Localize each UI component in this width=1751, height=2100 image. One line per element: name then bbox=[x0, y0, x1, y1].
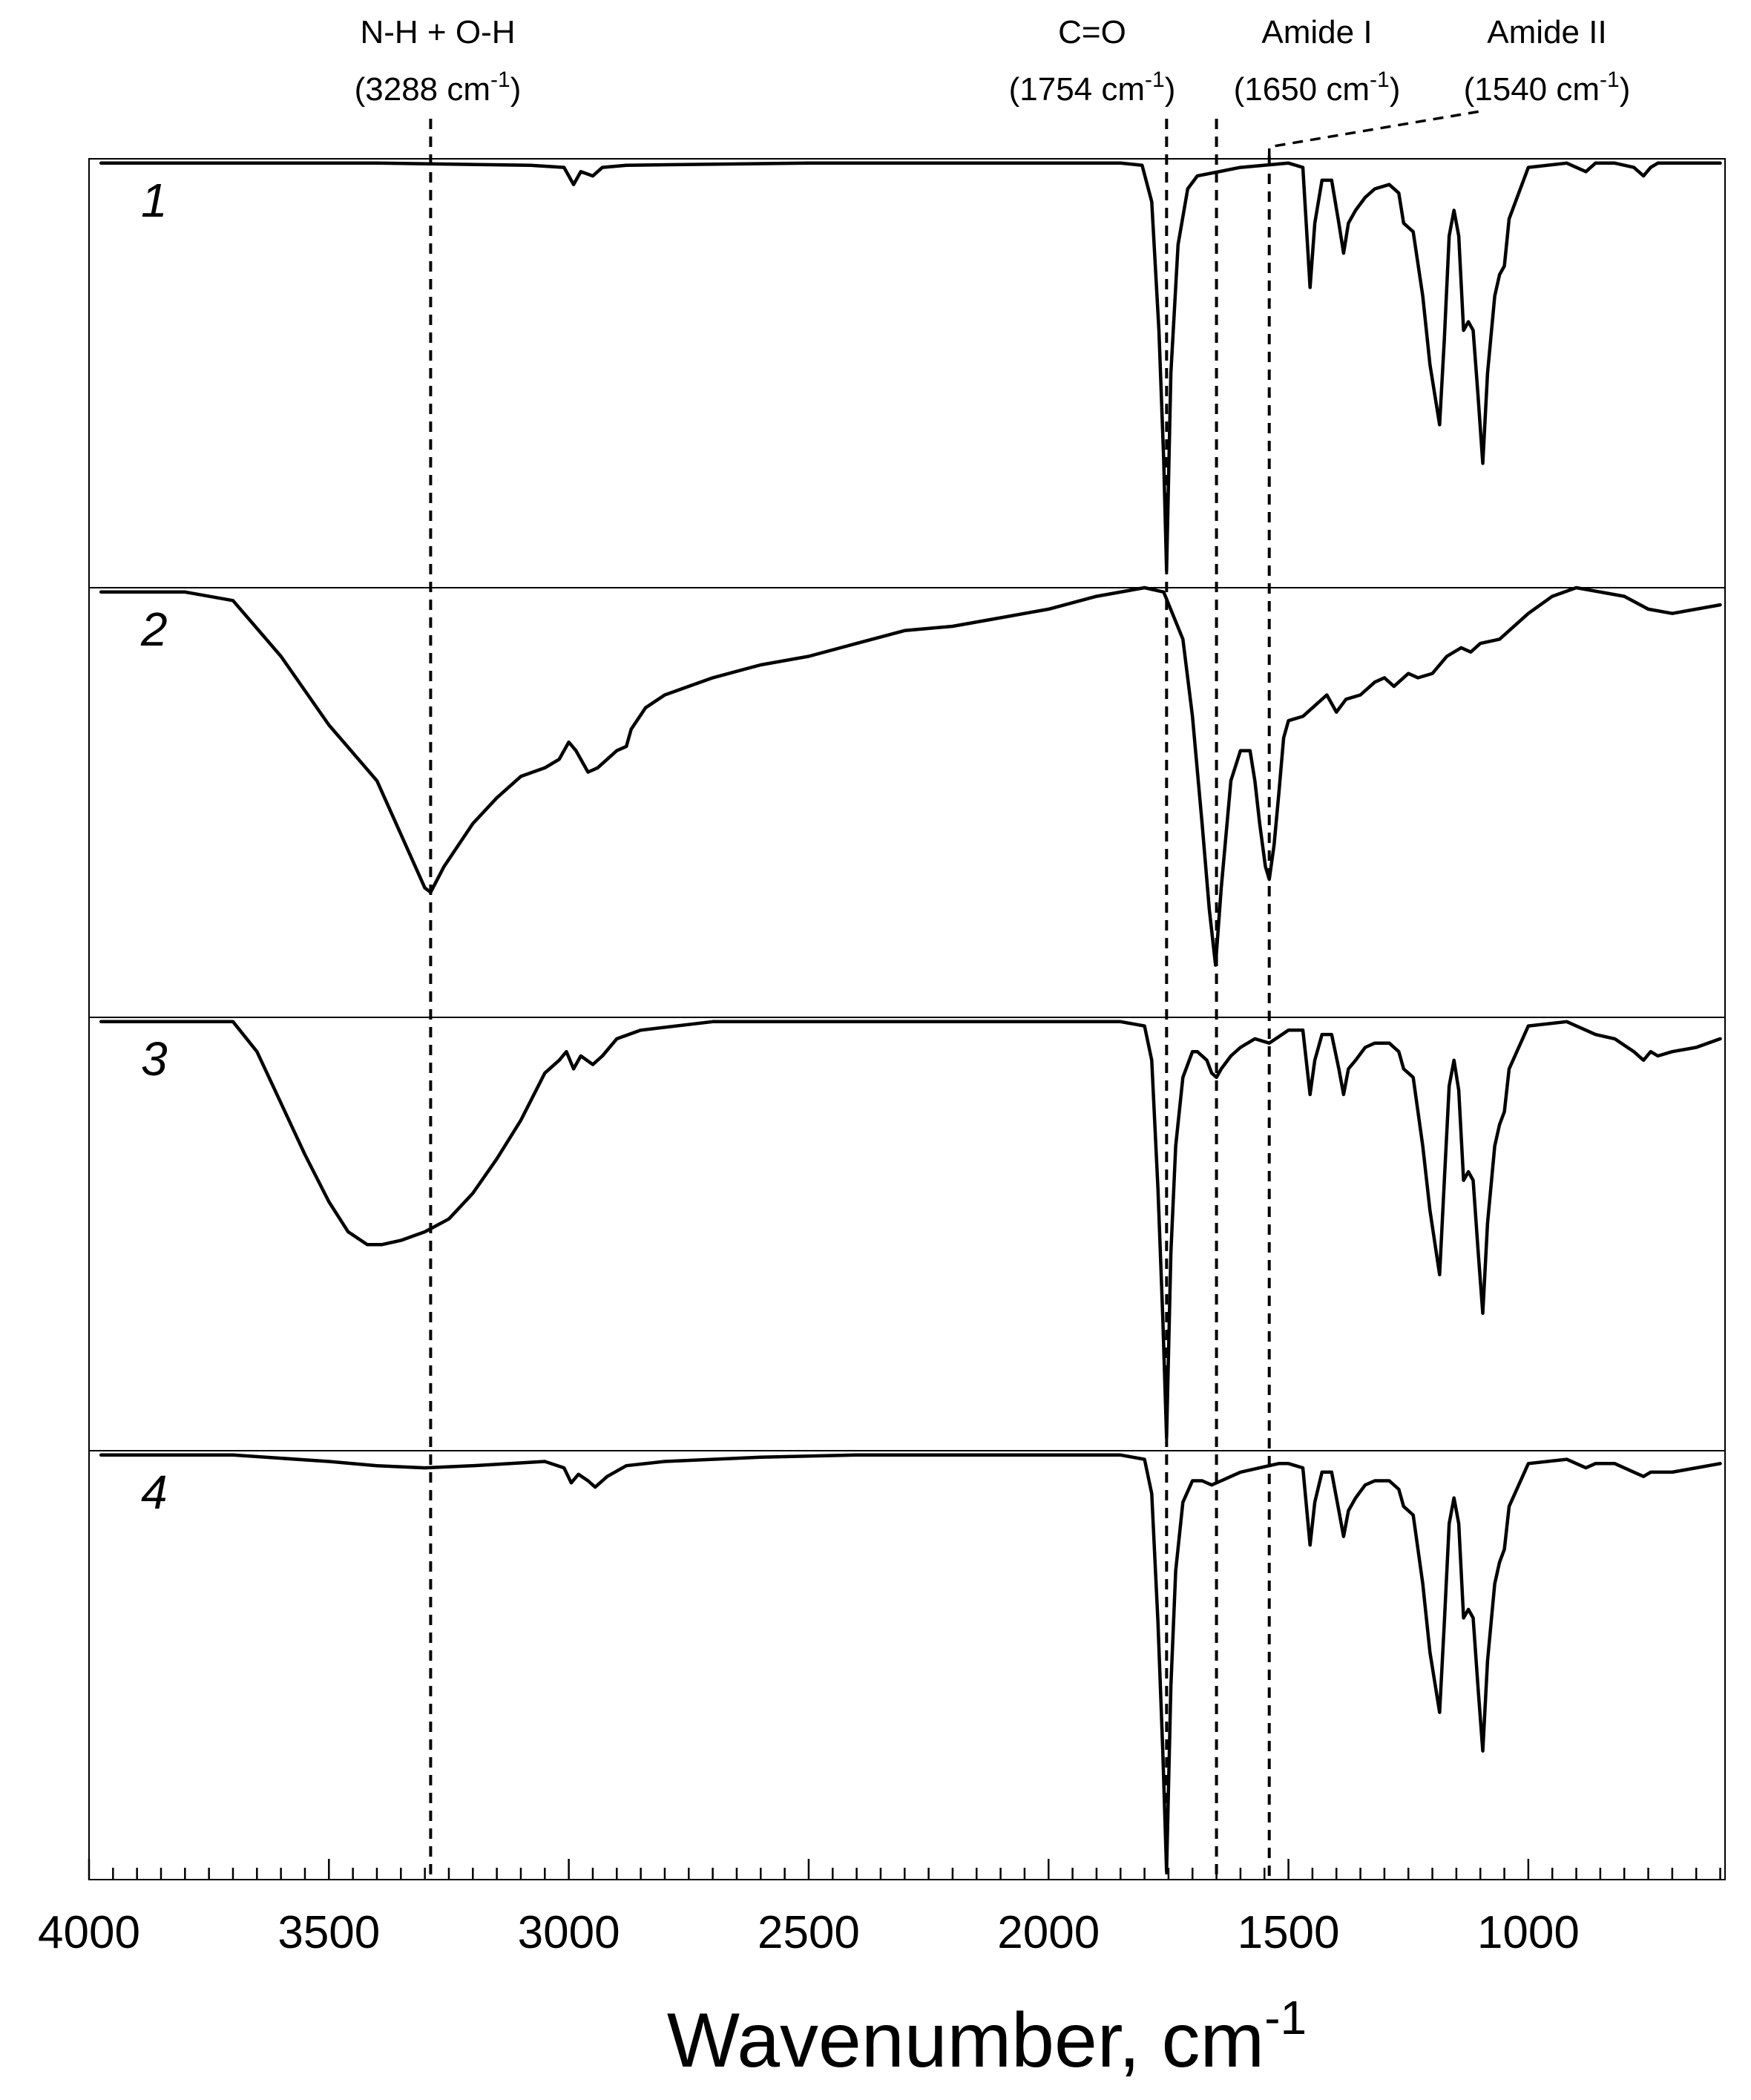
annotation-wavenumber: (3288 cm-1) bbox=[355, 68, 522, 108]
annotation-title: Amide II bbox=[1487, 14, 1606, 50]
panel-label-1: 1 bbox=[141, 174, 168, 227]
panel-label-2: 2 bbox=[140, 603, 168, 656]
spectrum-line-1 bbox=[99, 161, 1722, 573]
x-tick-label: 1500 bbox=[1238, 1907, 1340, 1958]
annotation-wavenumber: (1650 cm-1) bbox=[1234, 68, 1401, 108]
x-tick-label: 2000 bbox=[997, 1907, 1100, 1958]
x-axis-title: Wavenumber, cm-1 bbox=[667, 1991, 1307, 2084]
amide-ii-leader bbox=[1267, 110, 1481, 159]
panel-label-3: 3 bbox=[141, 1032, 168, 1086]
annotation-title: Amide I bbox=[1261, 14, 1372, 50]
panel-label-4: 4 bbox=[141, 1466, 168, 1519]
peak-marker-lines bbox=[429, 119, 1271, 1880]
x-tick-label: 4000 bbox=[38, 1907, 140, 1958]
x-tick-label: 1000 bbox=[1477, 1907, 1580, 1958]
x-tick-label: 3000 bbox=[518, 1907, 620, 1958]
spectra-panels: 1 2 3 4 bbox=[88, 158, 1726, 1880]
annotation-wavenumber: (1754 cm-1) bbox=[1009, 68, 1176, 108]
annotation-wavenumber: (1540 cm-1) bbox=[1464, 68, 1631, 108]
annotation-title: C=O bbox=[1058, 14, 1126, 50]
peak-annotations: N-H + O-H (3288 cm-1) C=O (1754 cm-1) Amide … bbox=[355, 14, 1631, 159]
x-tick-label: 3500 bbox=[277, 1907, 380, 1958]
plot-frame bbox=[88, 158, 1726, 1880]
spectrum-line-3 bbox=[99, 1020, 1722, 1440]
annotation-title: N-H + O-H bbox=[361, 14, 516, 50]
x-tick-label: 2500 bbox=[758, 1907, 860, 1958]
x-axis: 4000 3500 3000 2500 2000 1500 1000 bbox=[38, 1859, 1721, 1958]
spectrum-line-2 bbox=[99, 585, 1722, 967]
spectrum-line-4 bbox=[99, 1453, 1722, 1873]
